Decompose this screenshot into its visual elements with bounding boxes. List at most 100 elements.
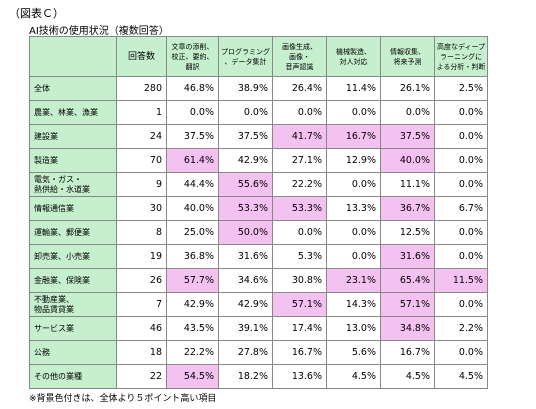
response-count-cell: 19 [116, 244, 167, 269]
percent-cell: 37.5% [380, 124, 435, 149]
percent-cell: 37.5% [218, 124, 273, 149]
percent-cell: 27.1% [272, 148, 327, 173]
row-label: 金融業、保険業 [29, 268, 117, 293]
percent-cell: 12.9% [326, 148, 381, 173]
row-label: 情報通信業 [29, 196, 117, 221]
percent-cell: 0.0% [434, 124, 488, 149]
row-label: 電気・ガス・ 熱供給・水道業 [29, 172, 117, 197]
row-label: 農業、林業、漁業 [29, 100, 117, 125]
percent-cell: 4.5% [380, 364, 435, 389]
response-count-cell: 1 [116, 100, 167, 125]
percent-cell: 0.0% [326, 244, 381, 269]
percent-cell: 0.0% [434, 340, 488, 365]
footnote: ※背景色付きは、全体より５ポイント高い項目 [29, 394, 217, 404]
percent-cell: 57.1% [380, 292, 435, 317]
percent-cell: 46.8% [166, 76, 219, 101]
response-count-cell: 46 [116, 316, 167, 341]
table-row: サービス業 46 43.5% 39.1% 17.4% 13.0% 34.8% 2.2% [29, 316, 488, 341]
percent-cell: 31.6% [218, 244, 273, 269]
response-count-cell: 30 [116, 196, 167, 221]
usage-table: 回答数 文章の添削、 校正、要約、 翻訳 プログラミング 、データ集計 画像生成、 画像… [29, 36, 488, 389]
percent-cell: 61.4% [166, 148, 219, 173]
percent-cell: 0.0% [166, 100, 219, 125]
percent-cell: 0.0% [380, 100, 435, 125]
column-header: プログラミング 、データ集計 [218, 36, 273, 77]
table-row: 全体 280 46.8% 38.9% 26.4% 11.4% 26.1% 2.5% [29, 76, 488, 101]
row-label: その他の業種 [29, 364, 117, 389]
percent-cell: 0.0% [272, 100, 327, 125]
column-header: 情報収集、 将来予測 [380, 36, 435, 77]
table-row: 不動産業、 物品賃貸業 7 42.9% 42.9% 57.1% 14.3% 57.1% 0.0% [29, 292, 488, 317]
percent-cell: 39.1% [218, 316, 273, 341]
row-label: 建設業 [29, 124, 117, 149]
percent-cell: 11.5% [434, 268, 488, 293]
percent-cell: 16.7% [272, 340, 327, 365]
percent-cell: 40.0% [380, 148, 435, 173]
percent-cell: 0.0% [326, 172, 381, 197]
row-label: 卸売業、小売業 [29, 244, 117, 269]
percent-cell: 37.5% [166, 124, 219, 149]
percent-cell: 27.8% [218, 340, 273, 365]
row-label: 不動産業、 物品賃貸業 [29, 292, 117, 317]
percent-cell: 25.0% [166, 220, 219, 245]
percent-cell: 4.5% [326, 364, 381, 389]
percent-cell: 0.0% [434, 220, 488, 245]
response-count-cell: 9 [116, 172, 167, 197]
percent-cell: 42.9% [218, 148, 273, 173]
column-header: 文章の添削、 校正、要約、 翻訳 [166, 36, 219, 77]
percent-cell: 0.0% [434, 292, 488, 317]
percent-cell: 0.0% [434, 172, 488, 197]
percent-cell: 22.2% [166, 340, 219, 365]
response-count-cell: 8 [116, 220, 167, 245]
percent-cell: 36.8% [166, 244, 219, 269]
percent-cell: 26.4% [272, 76, 327, 101]
percent-cell: 50.0% [218, 220, 273, 245]
percent-cell: 26.1% [380, 76, 435, 101]
percent-cell: 0.0% [272, 220, 327, 245]
percent-cell: 54.5% [166, 364, 219, 389]
percent-cell: 4.5% [434, 364, 488, 389]
response-count-cell: 18 [116, 340, 167, 365]
percent-cell: 57.1% [272, 292, 327, 317]
table-row: 製造業 70 61.4% 42.9% 27.1% 12.9% 40.0% 0.0% [29, 148, 488, 173]
percent-cell: 42.9% [166, 292, 219, 317]
percent-cell: 14.3% [326, 292, 381, 317]
table-row: 運輸業、郵便業 8 25.0% 50.0% 0.0% 0.0% 12.5% 0.0% [29, 220, 488, 245]
percent-cell: 0.0% [434, 148, 488, 173]
row-label: 全体 [29, 76, 117, 101]
row-label: 運輸業、郵便業 [29, 220, 117, 245]
table-row: 情報通信業 30 40.0% 53.3% 53.3% 13.3% 36.7% 6.7% [29, 196, 488, 221]
percent-cell: 53.3% [218, 196, 273, 221]
column-header: 回答数 [116, 36, 167, 77]
table-title: AI技術の使用状況（複数回答） [29, 26, 169, 37]
percent-cell: 13.3% [326, 196, 381, 221]
percent-cell: 57.7% [166, 268, 219, 293]
percent-cell: 13.6% [272, 364, 327, 389]
percent-cell: 0.0% [434, 100, 488, 125]
corner-cell [29, 36, 117, 77]
percent-cell: 5.3% [272, 244, 327, 269]
column-header: 機械製造、 対人対応 [326, 36, 381, 77]
table-row: 卸売業、小売業 19 36.8% 31.6% 5.3% 0.0% 31.6% 0.0% [29, 244, 488, 269]
percent-cell: 18.2% [218, 364, 273, 389]
response-count-cell: 24 [116, 124, 167, 149]
row-label: 公務 [29, 340, 117, 365]
percent-cell: 31.6% [380, 244, 435, 269]
percent-cell: 6.7% [434, 196, 488, 221]
percent-cell: 2.2% [434, 316, 488, 341]
percent-cell: 2.5% [434, 76, 488, 101]
percent-cell: 13.0% [326, 316, 381, 341]
percent-cell: 11.4% [326, 76, 381, 101]
percent-cell: 0.0% [326, 100, 381, 125]
percent-cell: 41.7% [272, 124, 327, 149]
table-body: 全体 280 46.8% 38.9% 26.4% 11.4% 26.1% 2.5% 農業、林業、… [29, 76, 488, 389]
table-row: 公務 18 22.2% 27.8% 16.7% 5.6% 16.7% 0.0% [29, 340, 488, 365]
percent-cell: 42.9% [218, 292, 273, 317]
percent-cell: 0.0% [326, 220, 381, 245]
table-row: その他の業種 22 54.5% 18.2% 13.6% 4.5% 4.5% 4.5% [29, 364, 488, 389]
header-row: 回答数 文章の添削、 校正、要約、 翻訳 プログラミング 、データ集計 画像生成、 画像… [29, 36, 488, 77]
column-header: 高度なディープ ラーニングに よる分析・判断 [434, 36, 488, 77]
response-count-cell: 70 [116, 148, 167, 173]
figure-label: （図表Ｃ） [9, 7, 64, 20]
percent-cell: 43.5% [166, 316, 219, 341]
